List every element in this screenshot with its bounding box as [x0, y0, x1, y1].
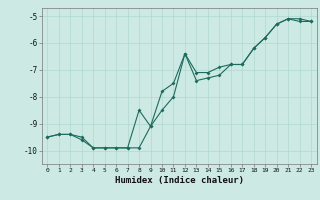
X-axis label: Humidex (Indice chaleur): Humidex (Indice chaleur)	[115, 176, 244, 185]
